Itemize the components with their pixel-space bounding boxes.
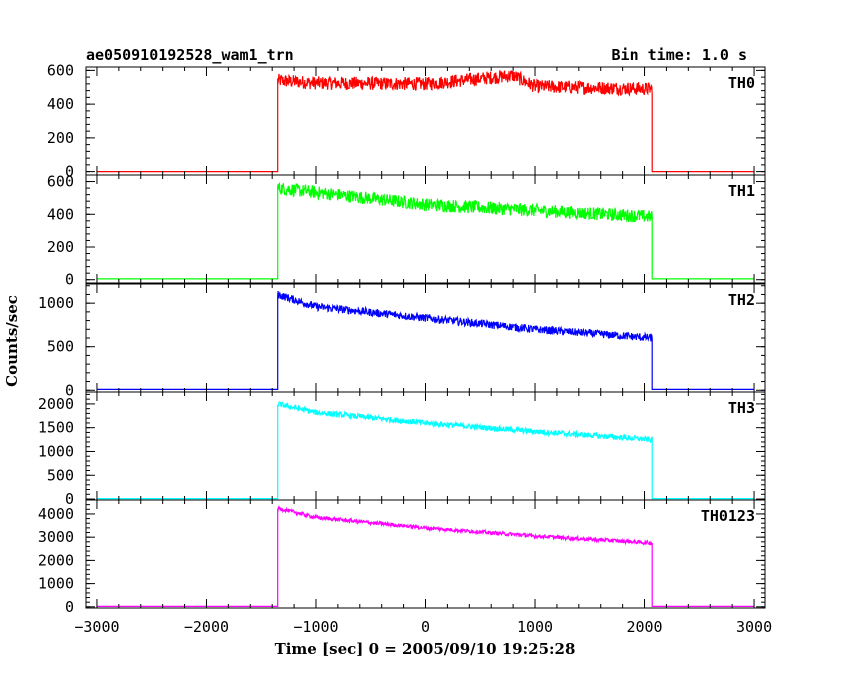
- x-tick-label: −2000: [184, 618, 229, 636]
- chart-title: ae050910192528_wam1_trn: [86, 46, 294, 64]
- x-tick-label: 1000: [517, 618, 553, 636]
- y-tick-label-th0: 600: [47, 61, 74, 79]
- y-tick-label-th3: 1500: [38, 419, 74, 437]
- panel-label-th3: TH3: [728, 399, 755, 417]
- y-tick-label-th1: 400: [47, 205, 74, 223]
- y-tick-label-th0123: 2000: [38, 551, 74, 569]
- y-tick-label-th2: 0: [65, 381, 74, 399]
- x-tick-label: −3000: [74, 618, 119, 636]
- panel-label-th0123: TH0123: [701, 507, 755, 525]
- y-tick-label-th0: 400: [47, 95, 74, 113]
- panel-frame-th2: [85, 283, 766, 393]
- series-th0123: [97, 505, 754, 607]
- y-tick-label-th1: 600: [47, 173, 74, 191]
- y-tick-label-th0123: 3000: [38, 528, 74, 546]
- x-tick-label: 2000: [626, 618, 662, 636]
- y-tick-label-th2: 1000: [38, 294, 74, 312]
- x-tick-label: 0: [421, 618, 430, 636]
- panel-label-th2: TH2: [728, 291, 755, 309]
- y-tick-label-th3: 2000: [38, 395, 74, 413]
- series-th0: [97, 69, 754, 173]
- series-th3: [97, 401, 754, 500]
- y-tick-label-th2: 500: [47, 338, 74, 356]
- x-tick-label: 3000: [736, 618, 772, 636]
- bin-time-label: Bin time: 1.0 s: [612, 46, 747, 64]
- series-th1: [97, 182, 754, 280]
- y-tick-label-th0123: 4000: [38, 505, 74, 523]
- y-tick-label-th1: 0: [65, 271, 74, 289]
- y-axis-label: Counts/sec: [3, 295, 21, 387]
- panel-frame-th0123: [85, 499, 766, 609]
- panel-frame-th3: [85, 391, 766, 501]
- y-tick-label-th0: 0: [65, 163, 74, 181]
- y-tick-label-th3: 1000: [38, 442, 74, 460]
- y-tick-label-th3: 0: [65, 490, 74, 508]
- y-tick-label-th0: 200: [47, 129, 74, 147]
- x-tick-label: −1000: [293, 618, 338, 636]
- panels: 0 200 400 600 TH0 0 200 400 600 TH1 0 500 1000 TH2 0 50…: [38, 61, 772, 636]
- y-tick-label-th3: 500: [47, 466, 74, 484]
- series-th2: [97, 291, 754, 390]
- panel-frame-th1: [85, 174, 766, 284]
- y-tick-label-th1: 200: [47, 238, 74, 256]
- x-axis-label: Time [sec] 0 = 2005/09/10 19:25:28: [275, 640, 576, 658]
- y-tick-label-th0123: 0: [65, 598, 74, 616]
- panel-label-th0: TH0: [728, 74, 755, 92]
- panel-label-th1: TH1: [728, 182, 755, 200]
- y-tick-label-th0123: 1000: [38, 575, 74, 593]
